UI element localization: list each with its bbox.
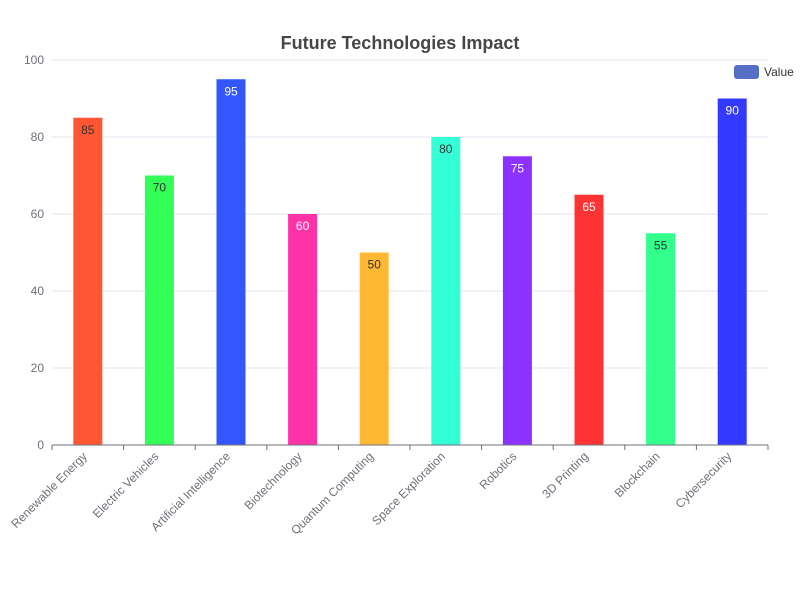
x-tick-label: Renewable Energy	[8, 449, 90, 531]
bar-value-label: 55	[654, 238, 668, 252]
bar[interactable]	[216, 79, 246, 445]
x-tick-label: Electric Vehicles	[90, 449, 162, 521]
bar[interactable]	[717, 98, 747, 446]
bar[interactable]	[574, 194, 604, 445]
x-tick-label: Cybersecurity	[673, 449, 735, 511]
legend[interactable]: Value	[734, 65, 794, 79]
bar-value-label: 50	[368, 258, 382, 272]
bar[interactable]	[359, 252, 389, 446]
x-tick-label: Artificial Intelligence	[148, 449, 233, 534]
bar[interactable]	[288, 214, 318, 445]
x-tick-label: Blockchain	[612, 449, 663, 500]
bar-value-label: 75	[511, 161, 525, 175]
x-tick-label: Biotechnology	[242, 449, 305, 512]
x-axis: Renewable Energy Electric VehiclesArtific…	[8, 444, 769, 537]
legend-label[interactable]: Value	[764, 65, 794, 79]
y-axis-ticks: 0 20 40 60 80 100	[24, 53, 44, 452]
y-tick-label: 60	[31, 207, 45, 221]
bars: 85 70 95 60 50 80 75 65 55 90	[73, 79, 747, 446]
chart-title: Future Technologies Impact	[281, 33, 520, 53]
x-tick-label: Robotics	[477, 449, 520, 492]
bar-value-label: 90	[726, 104, 740, 118]
y-tick-label: 20	[31, 361, 45, 375]
bar[interactable]	[73, 117, 103, 445]
bar-value-label: 95	[224, 84, 238, 98]
bar[interactable]	[646, 233, 676, 445]
y-tick-label: 80	[31, 130, 45, 144]
bar-value-label: 60	[296, 219, 310, 233]
legend-swatch[interactable]	[734, 65, 759, 79]
bar[interactable]	[144, 175, 174, 446]
y-tick-label: 40	[31, 284, 45, 298]
y-tick-label: 100	[24, 53, 44, 67]
x-tick-label: 3D Printing	[539, 449, 591, 501]
bar-value-label: 65	[582, 200, 596, 214]
y-tick-label: 0	[37, 438, 44, 452]
bar-value-label: 80	[439, 142, 453, 156]
x-tick-label: Space Exploration	[369, 449, 448, 528]
bar-value-label: 70	[153, 181, 167, 195]
bar[interactable]	[431, 137, 461, 445]
bar-value-label: 85	[81, 123, 95, 137]
bar[interactable]	[502, 156, 532, 445]
